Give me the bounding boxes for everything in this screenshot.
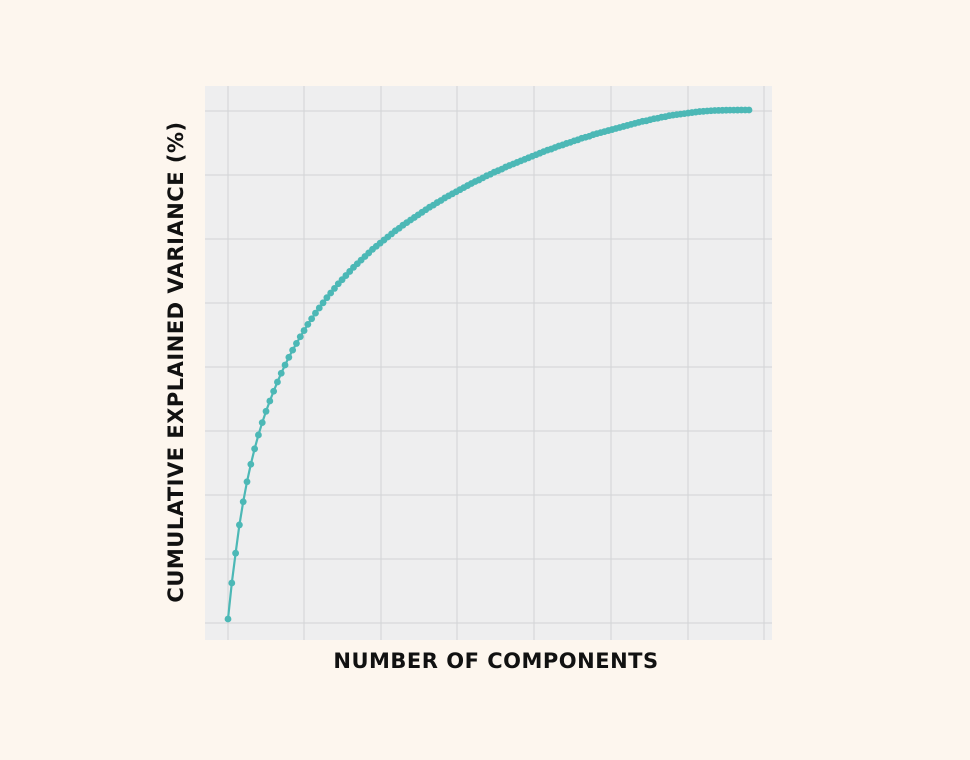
data-point <box>323 294 331 302</box>
data-point <box>258 419 266 426</box>
data-point <box>319 299 327 307</box>
data-point <box>232 549 240 557</box>
data-point <box>281 361 289 369</box>
data-point <box>315 304 323 312</box>
data-point <box>247 460 255 468</box>
grid-lines <box>205 86 772 640</box>
data-point <box>312 309 319 317</box>
plot-area <box>205 86 772 640</box>
data-point <box>228 579 236 587</box>
data-point <box>266 397 274 405</box>
data-point <box>224 615 232 623</box>
data-point <box>745 106 753 114</box>
series-layer <box>224 106 753 623</box>
data-point <box>293 340 300 347</box>
data-point <box>289 346 297 354</box>
data-point <box>277 369 285 377</box>
x-axis-label: NUMBER OF COMPONENTS <box>333 649 658 673</box>
y-axis-label: CUMULATIVE EXPLAINED VARIANCE (%) <box>164 121 188 602</box>
data-point <box>255 431 262 439</box>
data-point <box>327 289 335 297</box>
data-point <box>304 321 312 328</box>
data-point <box>270 387 278 395</box>
data-point <box>262 407 270 415</box>
data-point <box>251 445 259 453</box>
data-point <box>285 353 293 361</box>
data-point <box>296 333 304 341</box>
data-point <box>243 478 251 486</box>
data-point <box>300 327 308 334</box>
data-point <box>274 378 281 386</box>
data-point <box>331 285 338 292</box>
data-point <box>239 498 247 506</box>
data-point <box>308 315 316 323</box>
data-point <box>236 521 243 529</box>
